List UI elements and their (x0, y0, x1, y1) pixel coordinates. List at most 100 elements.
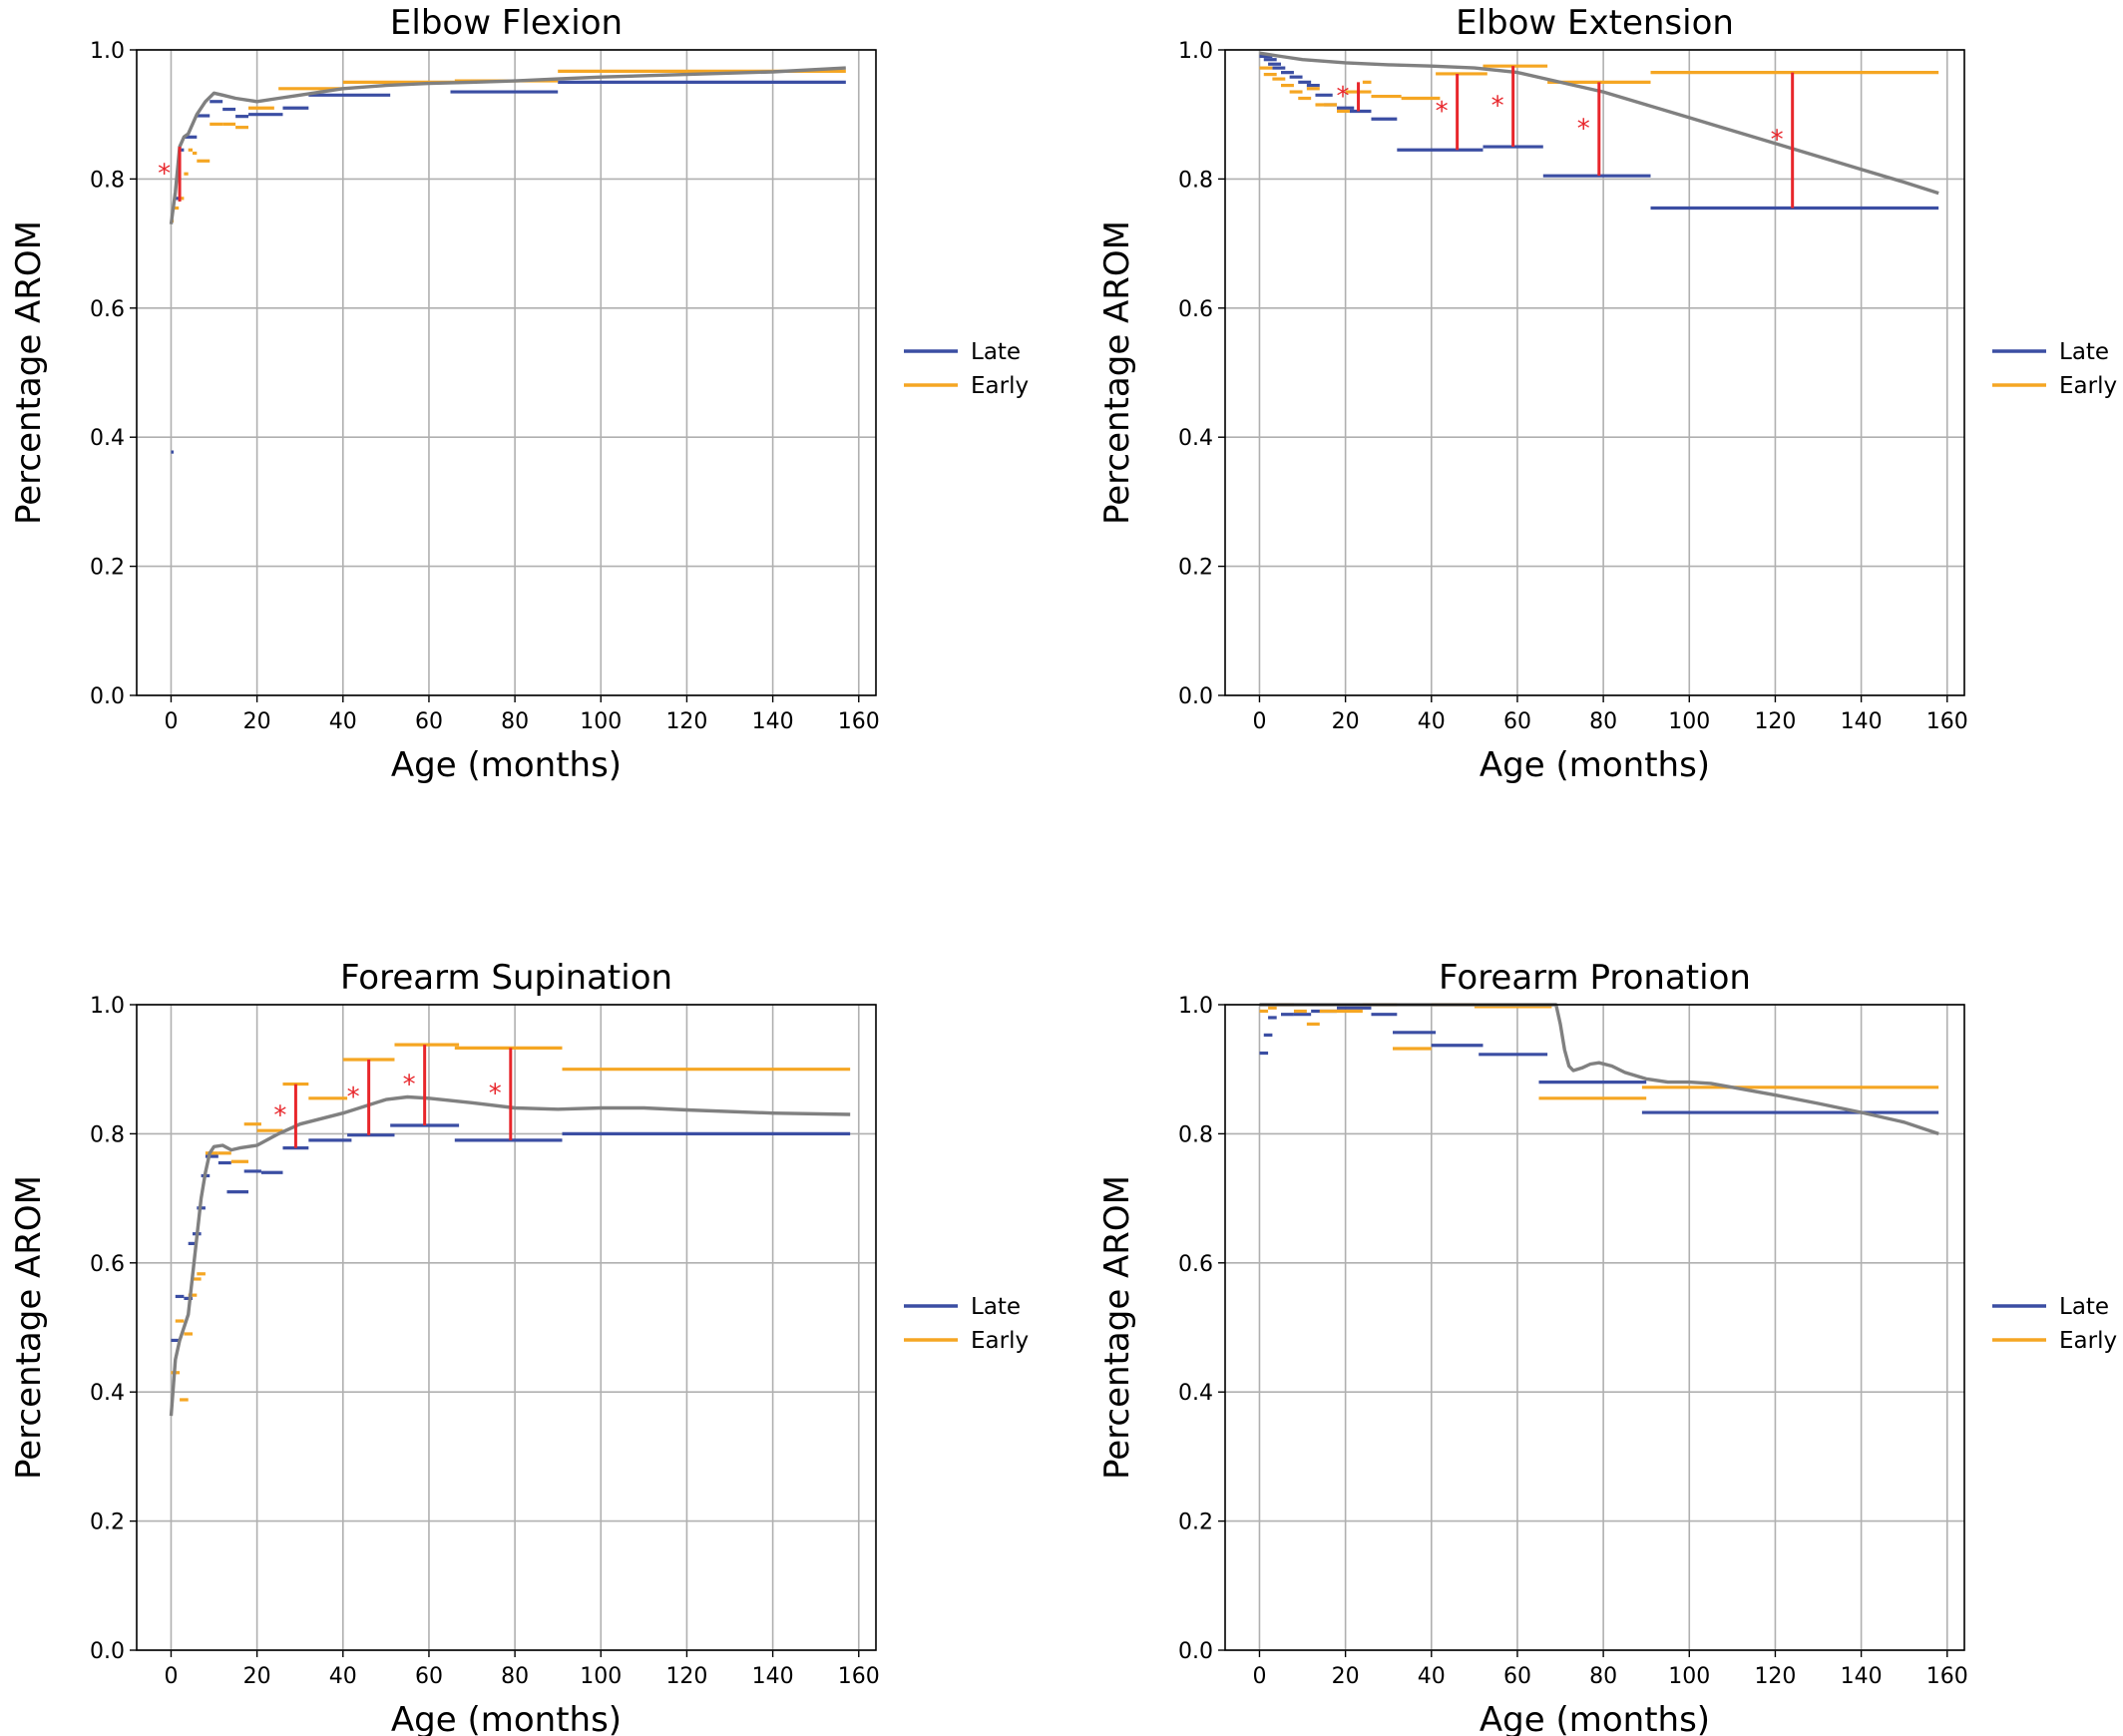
significance-star: * (158, 160, 171, 190)
x-tick-label: 40 (329, 709, 357, 734)
y-tick-label: 0.4 (90, 1381, 125, 1406)
significance-star: * (1577, 114, 1590, 144)
y-tick-label: 0.6 (1178, 1252, 1213, 1277)
plot-frame (136, 1004, 877, 1651)
x-tick-label: 140 (752, 709, 794, 734)
x-tick-label: 80 (1589, 1664, 1617, 1689)
x-tick-label: 60 (415, 709, 443, 734)
y-tick-label: 1.0 (90, 39, 125, 64)
legend-label-late: Late (2059, 339, 2109, 365)
y-tick-label: 0.2 (1178, 556, 1213, 581)
y-tick-label: 0.6 (90, 297, 125, 322)
panel-forearm-pronation: 0 20 40 60 80 100 120 140 160 0.0 0.2 0.4 0.6 0.8 1.0 F… (1097, 958, 2117, 1736)
significance-star: * (403, 1071, 416, 1100)
panel-elbow-extension: 0 20 40 60 80 100 120 140 160 0.0 0.2 0.4 0.6 0.8 1.0 *… (1097, 3, 2117, 785)
trend-line (1259, 1003, 1939, 1136)
legend: Late Early (1992, 339, 2117, 399)
significance-star: * (1337, 82, 1350, 112)
x-axis-label: Age (months) (391, 745, 622, 785)
y-axis-label: Percentage AROM (9, 220, 49, 525)
x-tick-label: 20 (1332, 709, 1360, 734)
x-tick-label: 40 (329, 1664, 357, 1689)
y-axis-label: Percentage AROM (9, 1175, 49, 1480)
trend-line (169, 66, 846, 224)
significance-star: * (1491, 92, 1504, 122)
x-tick-label: 40 (1418, 709, 1446, 734)
x-tick-label: 0 (1252, 1664, 1266, 1689)
x-tick-label: 0 (164, 709, 178, 734)
y-tick-label: 0.2 (1178, 1511, 1213, 1535)
x-tick-label: 140 (1841, 1664, 1883, 1689)
y-tick-label: 0.4 (90, 426, 125, 451)
legend-label-early: Early (2059, 1328, 2117, 1354)
significance-star: * (1436, 97, 1449, 127)
panel-forearm-supination: 0 20 40 60 80 100 120 140 160 0.0 0.2 0.4 0.6 0.8 1.0 *… (9, 958, 1029, 1736)
x-tick-label: 100 (1668, 709, 1710, 734)
y-tick-label: 1.0 (90, 994, 125, 1019)
plot-frame (1224, 1004, 1965, 1651)
plot-frame (136, 49, 877, 696)
x-axis-label: Age (months) (1480, 1700, 1710, 1736)
x-tick-label: 120 (665, 1664, 707, 1689)
y-tick-label: 0.8 (90, 1122, 125, 1147)
chart-title: Forearm Pronation (1439, 958, 1751, 998)
panel-elbow-flexion: 0 20 40 60 80 100 120 140 160 0.0 0.2 0.4 0.6 0.8 1.0 *… (9, 3, 1029, 785)
legend-label-late: Late (971, 1294, 1021, 1320)
legend-label-late: Late (2059, 1294, 2109, 1320)
significance-star: * (273, 1101, 286, 1131)
trend-line (1259, 51, 1939, 196)
x-tick-label: 120 (1754, 1664, 1796, 1689)
y-tick-label: 0.8 (1178, 168, 1213, 193)
x-tick-label: 20 (243, 709, 271, 734)
x-tick-label: 120 (1754, 709, 1796, 734)
x-tick-label: 60 (415, 1664, 443, 1689)
y-axis-label: Percentage AROM (1097, 1175, 1137, 1480)
trend-line (169, 1094, 851, 1417)
x-tick-label: 160 (1926, 709, 1968, 734)
y-tick-label: 1.0 (1178, 39, 1213, 64)
legend-label-early: Early (971, 373, 1029, 399)
chart-title: Elbow Extension (1456, 3, 1734, 43)
y-tick-label: 0.0 (90, 1639, 125, 1664)
x-tick-label: 60 (1503, 709, 1531, 734)
x-tick-label: 0 (1252, 709, 1266, 734)
chart-title: Elbow Flexion (390, 3, 623, 43)
y-tick-label: 0.2 (90, 1511, 125, 1535)
x-axis-label: Age (months) (391, 1700, 622, 1736)
x-tick-label: 80 (501, 1664, 529, 1689)
y-tick-label: 0.6 (90, 1252, 125, 1277)
y-tick-label: 1.0 (1178, 994, 1213, 1019)
x-tick-label: 100 (1668, 1664, 1710, 1689)
legend-label-early: Early (971, 1328, 1029, 1354)
y-tick-label: 0.8 (1178, 1122, 1213, 1147)
x-tick-label: 140 (752, 1664, 794, 1689)
legend-label-late: Late (971, 339, 1021, 365)
x-tick-label: 0 (164, 1664, 178, 1689)
y-tick-label: 0.0 (90, 684, 125, 709)
x-tick-label: 80 (1589, 709, 1617, 734)
x-tick-label: 140 (1841, 709, 1883, 734)
y-tick-label: 0.4 (1178, 1381, 1213, 1406)
y-axis-label: Percentage AROM (1097, 220, 1137, 525)
x-axis-label: Age (months) (1480, 745, 1710, 785)
y-tick-label: 0.0 (1178, 684, 1213, 709)
y-tick-label: 0.0 (1178, 1639, 1213, 1664)
x-tick-label: 160 (838, 709, 880, 734)
significance-star: * (489, 1080, 502, 1109)
significance-star: * (347, 1083, 360, 1112)
y-tick-label: 0.4 (1178, 426, 1213, 451)
x-tick-label: 40 (1418, 1664, 1446, 1689)
x-tick-label: 100 (580, 1664, 622, 1689)
x-tick-label: 160 (1926, 1664, 1968, 1689)
y-tick-label: 0.8 (90, 168, 125, 193)
x-tick-label: 120 (665, 709, 707, 734)
x-tick-label: 20 (1332, 1664, 1360, 1689)
plot-frame (1224, 49, 1965, 696)
legend-label-early: Early (2059, 373, 2117, 399)
legend: Late Early (904, 339, 1029, 399)
x-tick-label: 60 (1503, 1664, 1531, 1689)
legend: Late Early (904, 1294, 1029, 1354)
x-tick-label: 100 (580, 709, 622, 734)
legend: Late Early (1992, 1294, 2117, 1354)
